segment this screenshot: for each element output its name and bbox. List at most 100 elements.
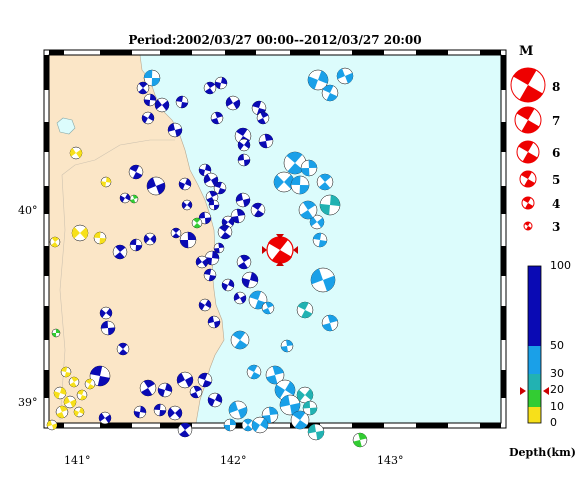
focal-mechanism [167, 122, 183, 138]
focal-mechanism [210, 111, 224, 125]
focal-mechanism [139, 379, 157, 397]
focal-mechanism [197, 372, 213, 388]
focal-mechanism [352, 432, 368, 448]
main-event [262, 234, 298, 266]
depth-tick-50: 50 [550, 339, 564, 352]
focal-mechanism [256, 111, 270, 125]
focal-mechanism [89, 365, 111, 387]
magnitude-legend-ball [510, 67, 546, 103]
focal-mechanism [129, 238, 143, 252]
focal-mechanism [312, 232, 328, 248]
focal-mechanism [133, 405, 147, 419]
focal-mechanism [176, 371, 194, 389]
focal-mechanism [71, 224, 89, 242]
focal-mechanism [241, 418, 255, 432]
focal-mechanism [235, 192, 251, 208]
focal-mechanism [296, 386, 314, 404]
focal-mechanism [283, 151, 307, 175]
focal-mechanism [273, 171, 295, 193]
magnitude-legend-ball [519, 170, 537, 188]
focal-mechanism [261, 301, 275, 315]
focal-mechanism [170, 227, 182, 239]
magnitude-label: M [519, 44, 534, 59]
focal-mechanism [157, 382, 173, 398]
magnitude-legend-ball [516, 140, 540, 164]
focal-mechanism [119, 192, 131, 204]
magnitude-legend-ball [514, 106, 542, 134]
focal-mechanism [230, 208, 246, 224]
focal-mechanism [93, 231, 107, 245]
depth-tick-10: 10 [550, 400, 564, 413]
focal-mechanism [230, 330, 250, 350]
focal-mechanism [213, 242, 225, 254]
focal-mechanism [246, 364, 262, 380]
depth-tick-30: 30 [550, 367, 564, 380]
focal-mechanism [236, 254, 252, 270]
focal-mechanism [129, 194, 139, 204]
focal-mechanism [143, 232, 157, 246]
focal-mechanism [208, 199, 220, 211]
focal-mechanism [316, 173, 334, 191]
focal-mechanism [46, 419, 58, 431]
focal-mechanism [76, 389, 88, 401]
magnitude-3: 3 [552, 220, 561, 234]
focal-mechanisms [46, 67, 368, 448]
magnitude-4: 4 [552, 197, 561, 211]
focal-mechanism [321, 314, 339, 332]
magnitude-7: 7 [552, 114, 561, 128]
magnitude-8: 8 [552, 80, 561, 94]
focal-mechanism [221, 278, 235, 292]
focal-mechanism [203, 268, 217, 282]
focal-mechanism [63, 395, 77, 409]
focal-mechanism [217, 224, 233, 240]
focal-mechanism [153, 403, 167, 417]
focal-mechanism [290, 175, 310, 195]
focal-mechanism [223, 418, 237, 432]
focal-mechanism [298, 200, 318, 220]
focal-mechanism [319, 194, 341, 216]
focal-mechanism [143, 69, 161, 87]
focal-mechanism [302, 400, 318, 416]
focal-mechanism [69, 146, 83, 160]
focal-mechanism [73, 406, 85, 418]
focal-mechanism [225, 95, 241, 111]
focal-mechanism [167, 405, 183, 421]
focal-mechanism [261, 406, 279, 424]
focal-mechanism [141, 111, 155, 125]
magnitude-5: 5 [552, 173, 561, 187]
focal-mechanism [336, 67, 354, 85]
focal-mechanism [98, 411, 112, 425]
focal-mechanism [84, 378, 96, 390]
focal-mechanism [213, 181, 227, 195]
focal-mechanism [265, 365, 285, 385]
focal-mechanism [296, 301, 314, 319]
focal-mechanism [154, 97, 170, 113]
y-tick-40: 40° [18, 204, 38, 217]
focal-mechanism [175, 95, 189, 109]
focal-mechanism [178, 177, 192, 191]
x-tick-142: 142° [220, 454, 247, 467]
focal-mechanism [279, 394, 301, 416]
x-tick-143: 143° [377, 454, 404, 467]
focal-mechanism [112, 244, 128, 260]
focal-mechanism [181, 199, 193, 211]
map-title: Period:2002/03/27 00:00--2012/03/27 20:0… [128, 33, 422, 47]
depth-tick-100: 100 [550, 259, 571, 272]
depth-tick-20: 20 [550, 383, 564, 396]
focal-mechanism [128, 164, 144, 180]
focal-mechanism [300, 159, 318, 177]
focal-mechanism [321, 84, 339, 102]
focal-mechanism [251, 416, 269, 434]
focal-mechanism [290, 410, 310, 430]
focal-mechanism [146, 176, 166, 196]
focal-mechanism [198, 298, 212, 312]
focal-mechanism [258, 133, 274, 149]
magnitude-legend-ball [521, 196, 535, 210]
focal-mechanism [189, 385, 203, 399]
lake-icon [56, 117, 76, 135]
focal-mechanism [250, 202, 266, 218]
magnitude-legend [510, 67, 546, 231]
focal-mechanism [203, 81, 217, 95]
depth-colorbar [520, 265, 549, 424]
